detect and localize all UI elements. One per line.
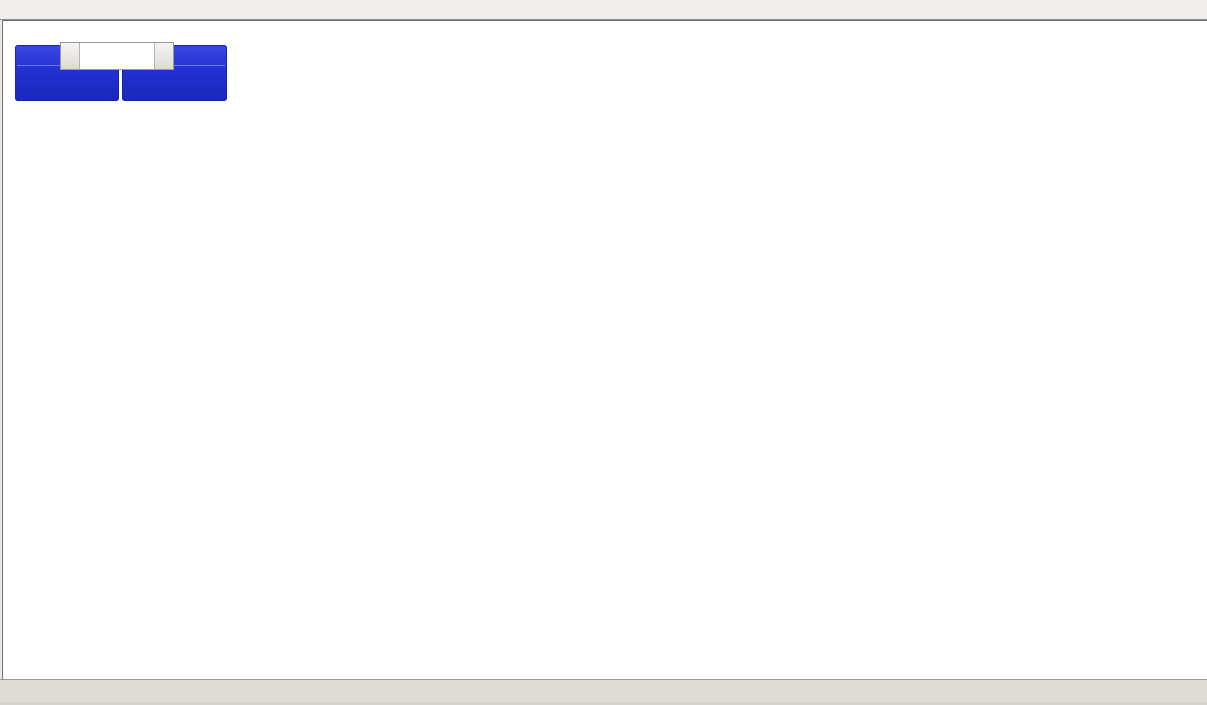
- sell-price: [15, 66, 119, 99]
- macd-panel-canvas[interactable]: [9, 487, 1168, 570]
- chart-tab-bar: [0, 679, 1207, 702]
- window-bottom-edge: [0, 702, 1207, 705]
- volume-spinner: [60, 42, 174, 70]
- volume-increase-button[interactable]: [155, 43, 173, 69]
- chart-title: [11, 28, 25, 40]
- buy-price: [122, 66, 227, 99]
- rsi-panel-canvas[interactable]: [9, 572, 1168, 659]
- volume-input[interactable]: [80, 43, 155, 69]
- one-click-trade-panel: [15, 42, 227, 101]
- buy-button[interactable]: [175, 47, 225, 64]
- divider: [124, 65, 225, 66]
- timeframe-toolbar: [0, 0, 1207, 20]
- chart-window: [2, 20, 1207, 679]
- sell-button[interactable]: [17, 47, 61, 64]
- volume-decrease-button[interactable]: [61, 43, 80, 69]
